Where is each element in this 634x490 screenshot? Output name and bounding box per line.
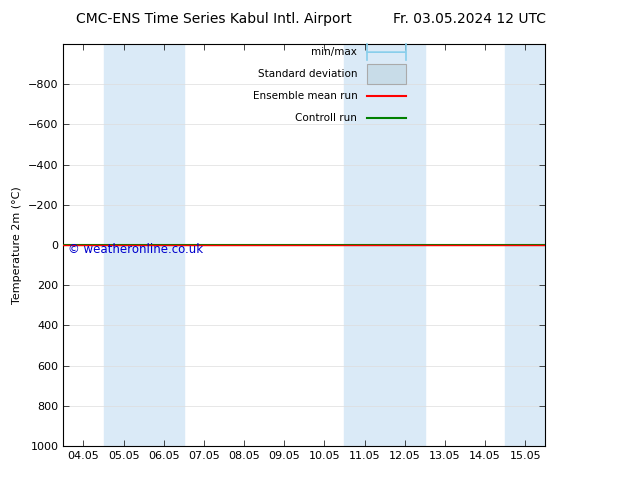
Text: Controll run: Controll run — [295, 113, 358, 123]
Text: min/max: min/max — [311, 47, 358, 57]
Bar — [505, 44, 545, 446]
Bar — [103, 44, 144, 446]
FancyBboxPatch shape — [367, 64, 406, 84]
Text: © weatheronline.co.uk: © weatheronline.co.uk — [68, 243, 204, 256]
Text: CMC-ENS Time Series Kabul Intl. Airport: CMC-ENS Time Series Kabul Intl. Airport — [76, 12, 352, 26]
Bar — [385, 44, 425, 446]
Text: Standard deviation: Standard deviation — [258, 69, 358, 79]
Bar — [344, 44, 385, 446]
Bar — [144, 44, 184, 446]
Y-axis label: Temperature 2m (°C): Temperature 2m (°C) — [13, 186, 22, 304]
Text: Ensemble mean run: Ensemble mean run — [252, 91, 358, 101]
Text: Fr. 03.05.2024 12 UTC: Fr. 03.05.2024 12 UTC — [393, 12, 546, 26]
